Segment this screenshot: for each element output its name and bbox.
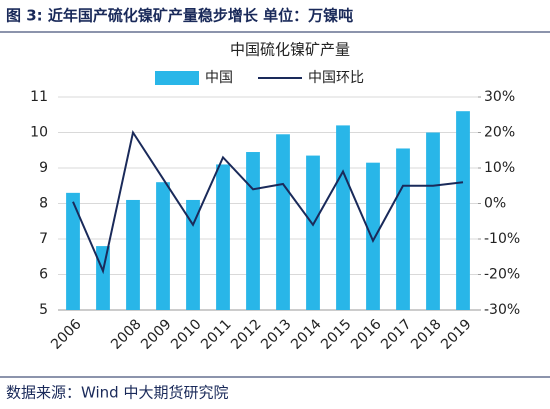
y2-tick-label: -30% (484, 302, 520, 318)
y-tick-label: 7 (39, 231, 48, 247)
y-tick-label: 5 (39, 302, 48, 318)
bar (366, 162, 380, 310)
x-tick-label: 2019 (438, 316, 475, 353)
legend-label: 中国环比 (308, 70, 364, 86)
x-tick-label: 2013 (258, 316, 295, 353)
bar (306, 155, 320, 310)
y-tick-label: 10 (30, 125, 48, 141)
x-tick-label: 2008 (108, 316, 145, 353)
bar (186, 199, 200, 310)
y2-tick-label: -10% (484, 231, 520, 247)
y2-tick-label: 30% (484, 89, 515, 105)
y2-tick-label: 20% (484, 125, 515, 141)
bar (396, 148, 410, 310)
y2-tick-label: 0% (484, 196, 506, 212)
y-tick-label: 6 (39, 267, 48, 283)
x-tick-label: 2015 (318, 316, 355, 353)
header: 图 3: 近年国产硫化镍矿产量稳步增长 单位：万镍吨 (6, 7, 353, 25)
x-tick-label: 2010 (168, 316, 205, 353)
x-tick-label: 2011 (198, 316, 235, 353)
legend-swatch (155, 71, 199, 85)
bar (276, 134, 290, 310)
bar (156, 182, 170, 310)
legend-label: 中国 (205, 70, 233, 86)
x-tick-label: 2018 (408, 316, 445, 353)
bar (456, 111, 470, 310)
bar (66, 192, 80, 310)
y2-tick-label: 10% (484, 160, 515, 176)
footer: 数据来源：Wind 中大期货研究院 (6, 384, 228, 402)
y-tick-label: 11 (30, 89, 48, 105)
x-tick-label: 2016 (348, 316, 385, 353)
bar (126, 199, 140, 310)
x-tick-label: 2014 (288, 316, 325, 353)
y2-tick-label: -20% (484, 267, 520, 283)
y-tick-label: 8 (39, 196, 48, 212)
chart-title: 中国硫化镍矿产量 (230, 41, 350, 59)
x-tick-label: 2006 (48, 316, 85, 353)
y-tick-label: 9 (39, 160, 48, 176)
bar (96, 246, 110, 310)
line (72, 129, 464, 275)
x-tick-label: 2009 (138, 316, 175, 353)
bar (216, 164, 230, 310)
bar (336, 125, 350, 311)
x-tick-label: 2012 (228, 316, 265, 353)
bar (426, 132, 440, 310)
x-tick-label: 2017 (378, 316, 415, 353)
bar (246, 152, 260, 310)
